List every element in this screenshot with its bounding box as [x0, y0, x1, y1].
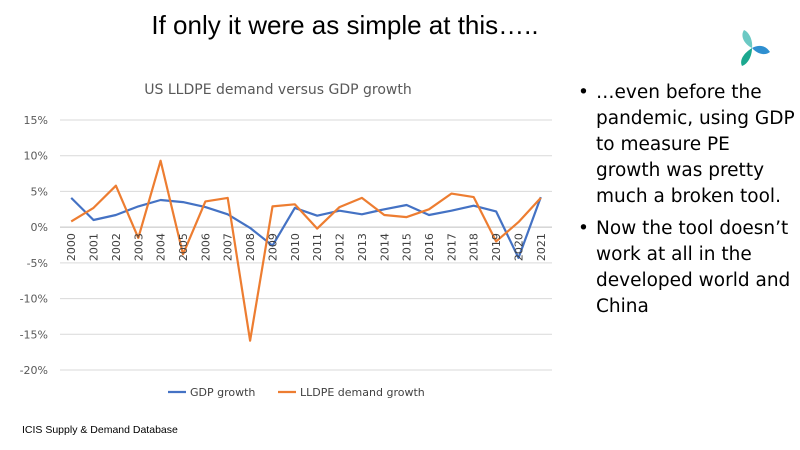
x-tick-label: 2015: [401, 233, 414, 261]
line-chart: US LLDPE demand versus GDP growth 15% 10%…: [20, 82, 552, 399]
x-tick-label: 2011: [311, 233, 324, 261]
x-tick-label: 2006: [199, 233, 212, 261]
series-lines: [70, 159, 542, 342]
slide-title: If only it were as simple at this…..: [151, 10, 539, 40]
y-tick-label: 10%: [24, 150, 48, 163]
x-tick-label: 2016: [423, 233, 436, 261]
y-tick-label: -5%: [27, 257, 48, 270]
x-tick-label: 2007: [222, 233, 235, 261]
series-line-lldpe-demand-growth: [70, 159, 542, 342]
x-tick-label: 2004: [155, 233, 168, 261]
y-axis-ticks: 15% 10% 5% 0% -5% -10% -15% -20%: [20, 114, 48, 377]
legend-label: GDP growth: [190, 386, 255, 399]
x-tick-label: 2003: [132, 233, 145, 261]
y-tick-label: 5%: [31, 185, 48, 198]
bullet-item: Now the tool doesn’t work at all in the …: [576, 216, 800, 320]
x-tick-label: 2018: [468, 233, 481, 261]
x-tick-label: 2019: [490, 233, 503, 261]
x-tick-label: 2002: [110, 233, 123, 261]
y-tick-label: -10%: [20, 293, 48, 306]
source-note: ICIS Supply & Demand Database: [22, 424, 178, 436]
legend: GDP growth LLDPE demand growth: [168, 386, 425, 399]
x-tick-label: 2020: [512, 233, 525, 261]
x-tick-label: 2014: [378, 233, 391, 261]
x-tick-label: 2001: [88, 233, 101, 261]
x-axis-ticks: 2000 2001 2002 2003 2004 2005 2006 2007 2008 2009…: [65, 233, 548, 261]
y-tick-label: -15%: [20, 328, 48, 341]
y-tick-label: 15%: [24, 114, 48, 127]
x-tick-label: 2017: [445, 233, 458, 261]
x-tick-label: 2021: [535, 233, 548, 261]
x-tick-label: 2005: [177, 233, 190, 261]
x-tick-label: 2009: [266, 233, 279, 261]
bullet-list: …even before the pandemic, using GDP to …: [576, 80, 800, 326]
y-tick-label: 0%: [31, 221, 48, 234]
x-tick-label: 2000: [65, 233, 78, 261]
legend-label: LLDPE demand growth: [300, 386, 425, 399]
x-tick-label: 2013: [356, 233, 369, 261]
x-tick-label: 2012: [334, 233, 347, 261]
propeller-logo-icon: [741, 30, 770, 66]
x-tick-label: 2010: [289, 233, 302, 261]
bullet-item: …even before the pandemic, using GDP to …: [576, 80, 800, 210]
y-tick-label: -20%: [20, 364, 48, 377]
chart-title: US LLDPE demand versus GDP growth: [144, 82, 411, 98]
chart-area: US LLDPE demand versus GDP growth 15% 10%…: [0, 70, 560, 410]
x-tick-label: 2008: [244, 233, 257, 261]
